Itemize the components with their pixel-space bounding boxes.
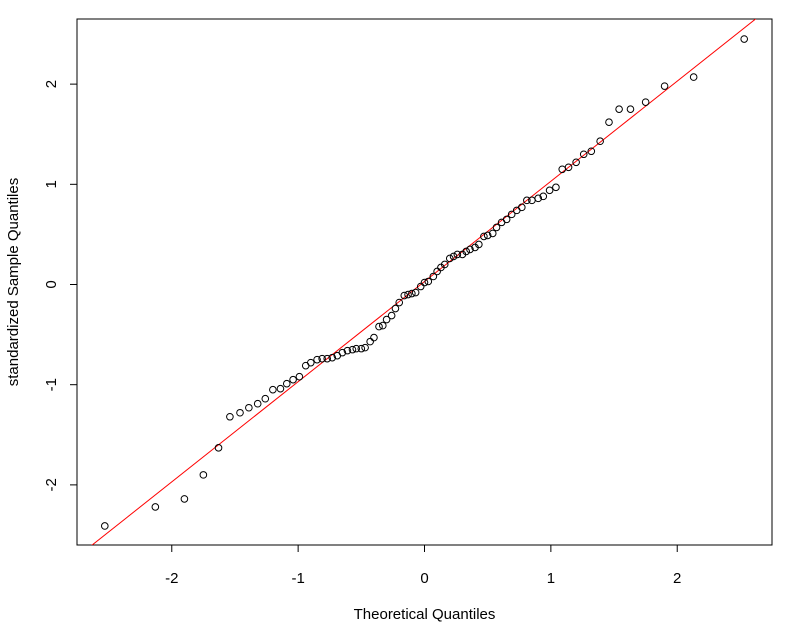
data-point [615,105,623,113]
y-tick-label: 1 [43,180,60,188]
data-point [502,215,511,224]
data-point [534,194,543,203]
data-point [483,231,492,240]
data-point [626,105,635,113]
data-point [488,229,497,238]
data-point [328,353,337,362]
y-tick-label: 2 [43,80,60,88]
data-point [579,150,588,159]
data-point [226,412,234,421]
data-point [400,291,409,300]
data-point [366,337,374,346]
data-point [338,348,347,357]
data-point [545,186,554,195]
data-point [558,165,567,174]
x-tick-label: 0 [420,570,428,587]
data-point [261,394,270,403]
data-point [245,403,253,412]
data-point [276,384,285,393]
data-point [395,298,404,307]
y-tick-label: -2 [43,478,60,491]
data-point [572,158,580,167]
y-axis: -2 -1 0 1 2 [43,80,77,492]
data-point [523,196,531,205]
x-axis: -2 -1 0 1 2 [165,545,681,587]
data-point [375,322,383,331]
data-point [306,358,315,367]
data-point [689,73,698,81]
data-point [466,245,474,254]
data-point [199,471,208,479]
data-point [408,289,416,298]
data-point [507,210,516,219]
y-tick-label: -1 [43,378,60,391]
data-point [462,247,471,256]
data-point [180,495,189,503]
data-point [269,385,277,394]
data-point [370,333,378,342]
data-point [740,35,749,43]
data-point [313,355,321,364]
y-tick-label: 0 [43,280,60,288]
data-point [151,503,160,511]
data-point [379,321,387,330]
x-tick-label: 1 [547,570,555,587]
data-point [101,522,109,530]
x-tick-label: 2 [673,570,681,587]
data-point [641,98,650,106]
data-point [587,147,596,156]
data-point [289,375,297,384]
data-point [214,444,223,452]
data-point [453,250,462,259]
data-point [528,196,536,205]
data-point [253,399,262,408]
x-tick-label: -2 [165,570,178,587]
data-point [440,260,449,269]
x-tick-label: -1 [291,570,304,587]
data-point [480,232,488,241]
data-point [352,344,361,353]
data-point [564,163,573,172]
data-point [539,192,548,201]
data-point [295,372,304,381]
data-points [101,35,749,530]
data-point [660,82,669,90]
data-point [236,408,244,417]
data-point [323,354,332,363]
data-point [596,137,604,146]
data-point [424,277,433,286]
data-point [605,118,613,126]
data-point [404,290,412,299]
data-point [361,343,369,352]
data-point [387,311,396,320]
data-point [429,272,438,281]
data-point [411,288,420,297]
data-point [445,254,454,263]
data-point [357,344,366,353]
data-point [382,315,391,324]
data-point [420,278,429,287]
data-point [391,304,400,313]
data-point [449,252,458,261]
data-point [433,267,441,276]
data-point [475,240,483,249]
data-point [518,203,526,212]
x-axis-title: Theoretical Quantiles [354,606,496,623]
data-point [492,223,501,232]
data-point [416,282,425,291]
data-point [318,354,326,363]
data-point [348,345,357,354]
data-point [343,346,352,355]
data-point [552,183,560,192]
y-axis-title: standardized Sample Quantiles [5,178,22,386]
data-point [282,379,291,388]
